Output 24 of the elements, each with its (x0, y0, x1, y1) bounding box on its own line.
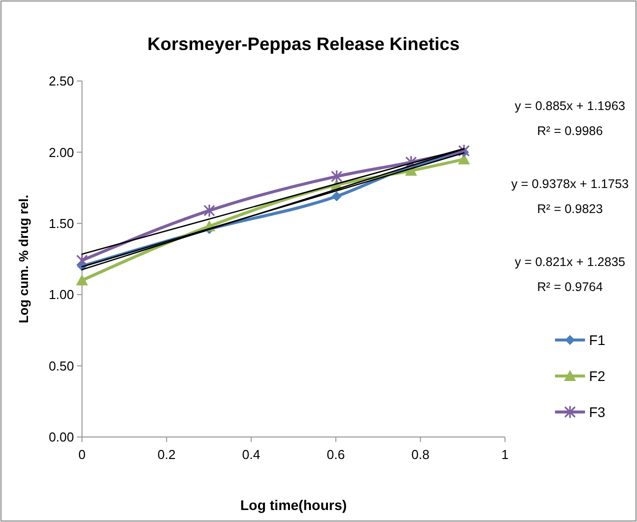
x-tick-label: 1 (501, 447, 509, 462)
x-tick-label: 0.4 (242, 447, 260, 462)
text: y = 0.885x + 1.1963 (514, 99, 626, 113)
y-tick-label: 1.50 (48, 216, 74, 231)
legend-label: F2 (589, 368, 606, 384)
text: R² = 0.9823 (537, 202, 603, 216)
x-axis-title: Log time(hours) (240, 497, 347, 513)
legend-label: F3 (589, 404, 606, 420)
y-tick-label: 0.00 (48, 430, 74, 445)
y-tick-label: 2.00 (48, 144, 74, 160)
text: R² = 0.9764 (537, 280, 603, 294)
x-tick-label: 0.2 (158, 447, 176, 462)
x-tick-label: 0.8 (411, 447, 430, 462)
text: R² = 0.9986 (537, 124, 603, 138)
y-tick-label: 2.50 (48, 74, 74, 89)
legend-label: F1 (589, 332, 606, 348)
text: y = 0.821x + 1.2835 (514, 255, 626, 269)
chart-title: Korsmeyer-Peppas Release Kinetics (147, 34, 460, 54)
x-tick-label: 0 (78, 447, 86, 462)
text: y = 0.9378x + 1.1753 (511, 177, 629, 191)
y-tick-label: 1.00 (48, 287, 74, 302)
y-axis-title: Log cum. % drug rel. (16, 194, 31, 324)
x-tick-label: 0.6 (326, 447, 345, 462)
y-tick-label: 0.50 (48, 358, 74, 374)
